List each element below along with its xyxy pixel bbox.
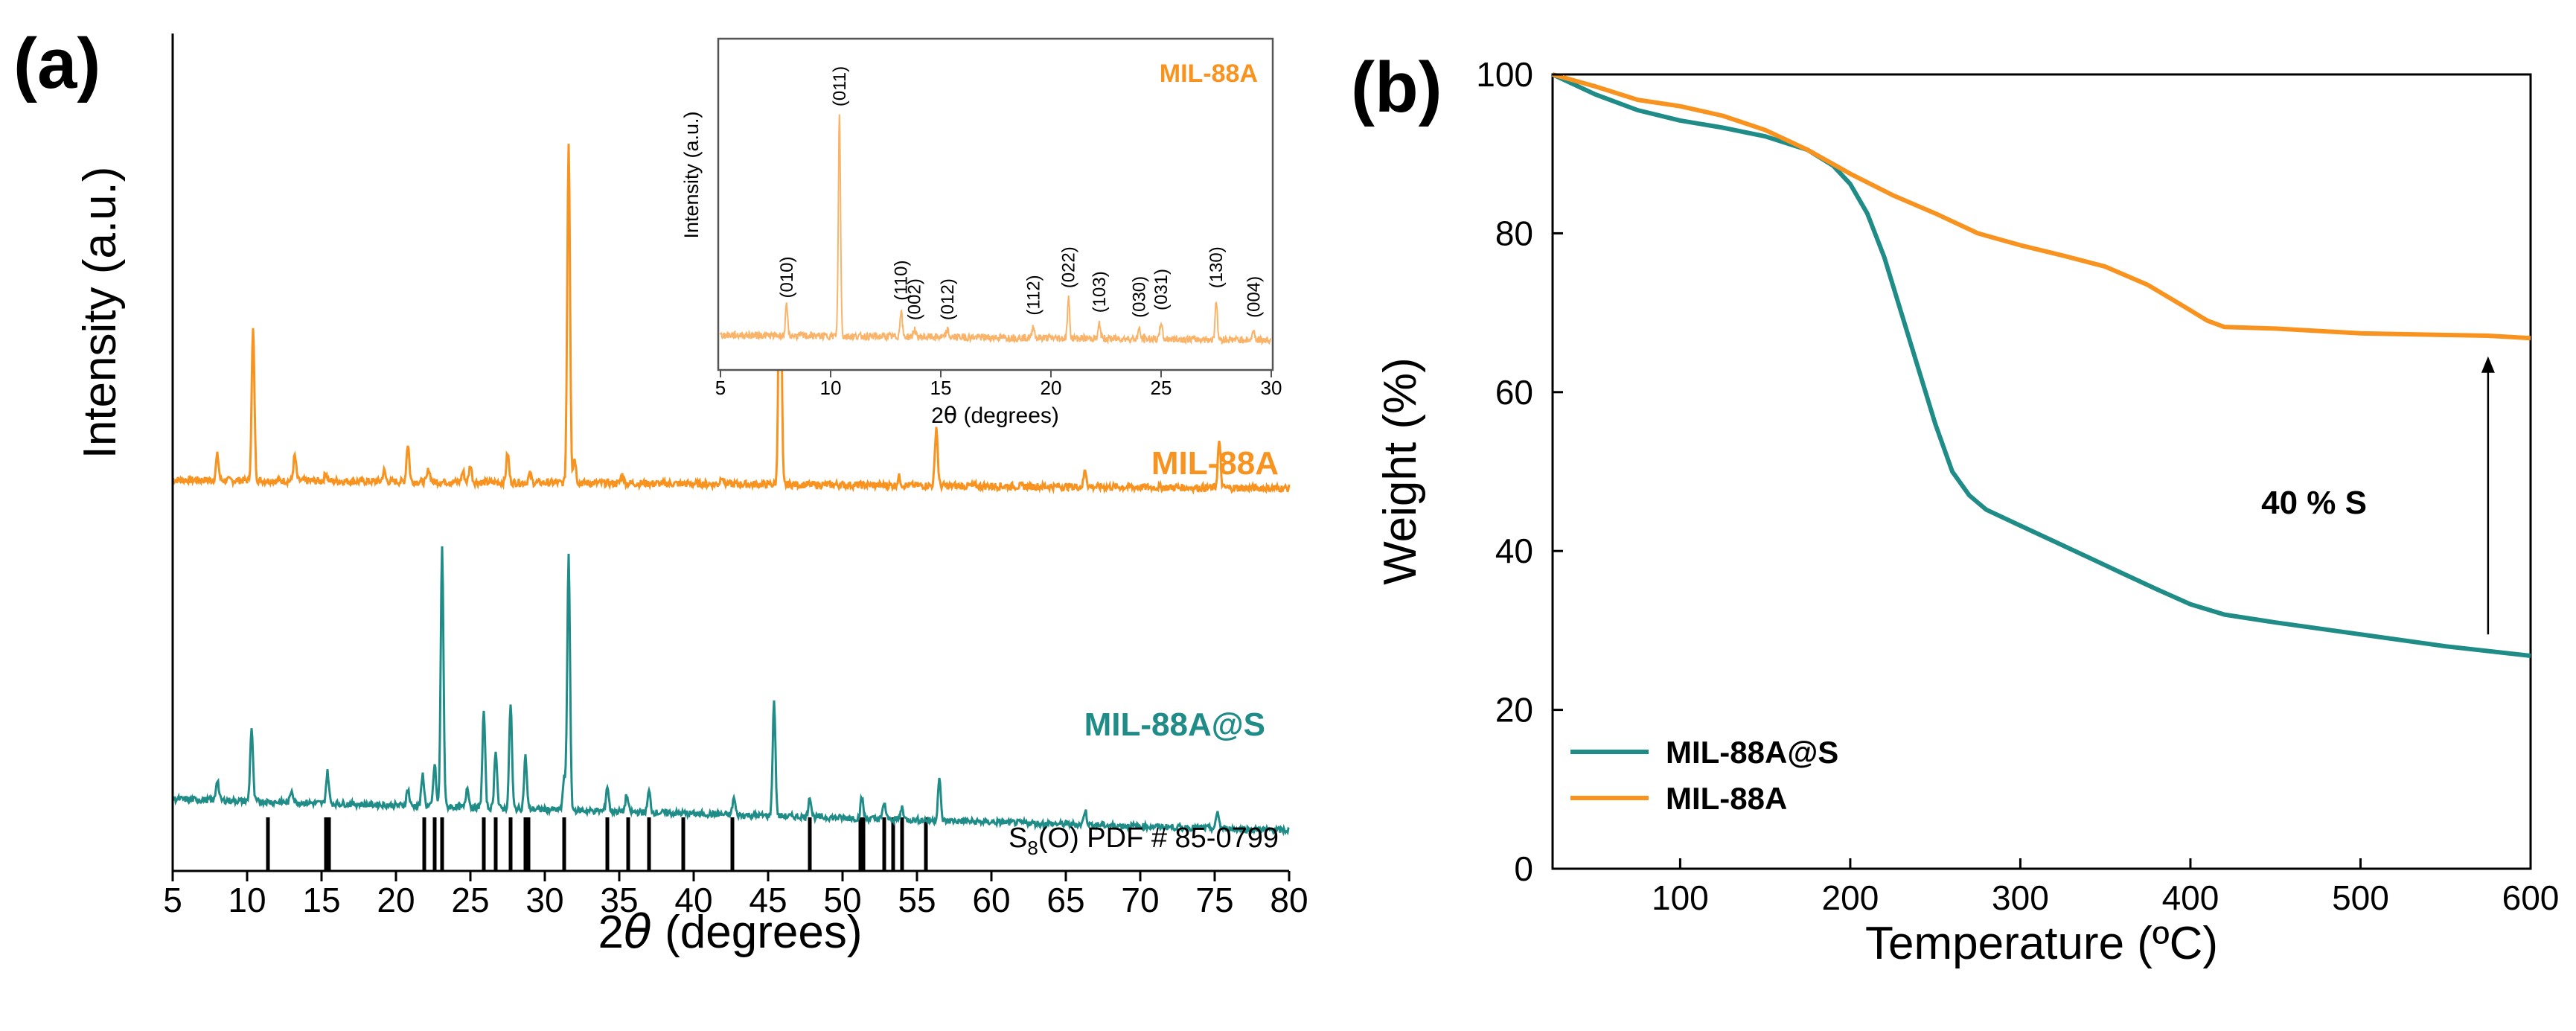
a-x-tick-label: 5	[163, 881, 182, 919]
inset-x-tick-label: 25	[1151, 377, 1172, 399]
a-x-tick-label: 55	[898, 881, 936, 919]
inset-peak-label: (004)	[1244, 276, 1264, 318]
inset-peak-label: (030)	[1129, 276, 1149, 318]
b-y-ticks: 0 20 40 60 80 100	[1476, 55, 1563, 888]
a-x-tick-label: 20	[377, 881, 415, 919]
tga-series	[1551, 72, 2531, 658]
b-x-tick-label: 200	[1822, 878, 1879, 917]
b-plot-frame	[1551, 73, 2532, 870]
inset-peak-label: (010)	[777, 256, 797, 298]
a-x-tick-label: 50	[823, 881, 861, 919]
a-x-tick-label: 80	[1270, 881, 1308, 919]
inset-peak-label: (103)	[1090, 271, 1110, 313]
panel-a-label: (a)	[13, 24, 100, 103]
annotation-label: 40 % S	[2261, 485, 2367, 521]
inset-x-ticks: 5 10 15 20 25 30	[715, 370, 1282, 399]
inset-peak-label: (011)	[830, 66, 850, 106]
inset-x-tick-label: 5	[715, 377, 726, 399]
inset-peak-label: (130)	[1206, 246, 1227, 288]
reference-label: S8(O) PDF # 85-0799	[1009, 823, 1279, 859]
b-y-tick-label: 0	[1514, 849, 1533, 888]
a-x-tick-label: 75	[1195, 881, 1233, 919]
b-x-tick-label: 100	[1652, 878, 1709, 917]
inset-peak-label: (031)	[1151, 269, 1172, 310]
a-x-tick-label: 65	[1046, 881, 1084, 919]
b-x-tick-label: 500	[2332, 878, 2389, 917]
inset-peak-label: (110)	[892, 261, 912, 301]
inset-peak-labels: (010) (011) (110)(002) (012) (112) (022) (103)…	[777, 66, 1265, 320]
label-mil-88a-s: MIL-88A@S	[1084, 706, 1265, 743]
inset-peak-label: (022)	[1059, 246, 1079, 288]
a-x-tick-label: 15	[302, 881, 340, 919]
b-y-axis-label: Weight (%)	[1375, 357, 1426, 585]
inset-peak-label: (002)	[905, 278, 925, 320]
inset-peak-label: (012)	[938, 278, 958, 320]
inset-series	[720, 114, 1272, 346]
b-x-tick-label: 300	[1992, 878, 2049, 917]
b-x-ticks: 100 200 300 400 500 600	[1652, 858, 2559, 917]
inset-x-tick-label: 10	[820, 377, 842, 399]
inset-y-axis-label: Intensity (a.u.)	[680, 111, 703, 238]
b-y-tick-label: 20	[1495, 691, 1533, 730]
a-x-tick-label: 25	[451, 881, 489, 919]
a-x-tick-label: 40	[674, 881, 712, 919]
panel-b: (b) 100 200 300 400 500 600 0 20 40 60 80 100 Temp…	[1351, 48, 2559, 969]
a-x-tick-label: 30	[525, 881, 563, 919]
reference-sticks	[266, 817, 928, 871]
inset-x-tick-label: 15	[930, 377, 952, 399]
b-x-tick-label: 400	[2162, 878, 2219, 917]
series-mil-88a-s-line	[171, 546, 1290, 837]
b-y-tick-label: 80	[1495, 214, 1533, 252]
b-x-axis-label: Temperature (ºC)	[1865, 918, 2218, 969]
inset-frame	[717, 37, 1274, 371]
legend: MIL-88A@S MIL-88A	[1570, 735, 1838, 816]
panel-b-label: (b)	[1351, 48, 1442, 127]
label-mil-88a: MIL-88A	[1151, 445, 1279, 482]
legend-label-mil-88a: MIL-88A	[1666, 781, 1787, 816]
a-x-ticks: 5 10 15 20 25 30 35 40 45 50 55 60 65 70 75 80	[163, 871, 1308, 919]
a-x-tick-label: 45	[749, 881, 787, 919]
series-mil-88a-tga-line	[1552, 72, 2531, 341]
inset-peak-label: (112)	[1023, 275, 1043, 315]
a-x-tick-label: 10	[228, 881, 266, 919]
a-x-axis-label: 2θ (degrees)	[598, 904, 863, 959]
panel-a: (a) 5 10 15 20 25 30 35 40 45 50 55 60 65 70 75 80 2θ (…	[13, 24, 1308, 959]
inset-x-tick-label: 20	[1041, 377, 1062, 399]
sulfur-content-annotation	[2481, 356, 2495, 635]
b-y-tick-label: 100	[1476, 55, 1533, 94]
inset-title: MIL-88A	[1160, 60, 1258, 88]
inset-x-axis-label: 2θ (degrees)	[931, 403, 1059, 429]
series-mil-88a-line	[172, 144, 1291, 495]
b-y-tick-label: 60	[1495, 373, 1533, 412]
series-mil-88a-s-tga-line	[1551, 72, 2531, 658]
xrd-series	[171, 144, 1291, 837]
inset-line	[720, 114, 1272, 346]
legend-label-mil-88a-s: MIL-88A@S	[1666, 735, 1838, 770]
inset-chart: (010) (011) (110)(002) (012) (112) (022) (103)…	[680, 37, 1282, 429]
b-y-tick-label: 40	[1495, 532, 1533, 570]
a-y-axis-label: Intensity (a.u.)	[74, 167, 126, 459]
a-x-tick-label: 70	[1121, 881, 1159, 919]
inset-x-tick-label: 30	[1261, 377, 1282, 399]
a-x-tick-label: 60	[972, 881, 1010, 919]
a-x-tick-label: 35	[600, 881, 638, 919]
annotation-arrow-head	[2481, 356, 2495, 373]
b-x-tick-label: 600	[2502, 878, 2560, 917]
